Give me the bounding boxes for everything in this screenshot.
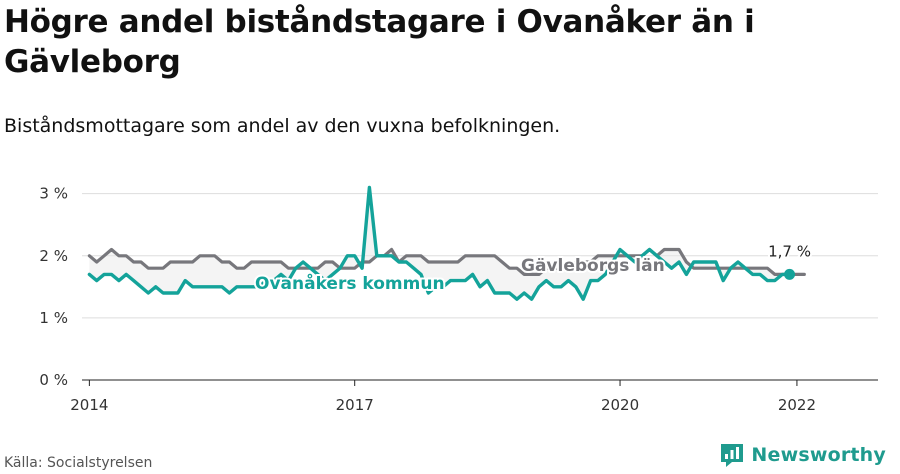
brand-name: Newsworthy: [751, 444, 886, 466]
series-label-gavleborg: Gävleborgs län: [521, 256, 665, 276]
y-tick-label: 1 %: [39, 309, 68, 327]
newsworthy-logo-icon: [721, 444, 744, 467]
series-label-ovanaker: Ovanåkers kommun: [255, 272, 445, 294]
x-tick-label: 2022: [778, 396, 816, 414]
series-line-gavleborg: [87, 247, 806, 276]
end-point-marker: [784, 268, 796, 280]
gap-fill-area: [89, 187, 790, 300]
x-tick-label: 2017: [336, 396, 374, 414]
x-tick-label: 2020: [601, 396, 639, 414]
page-subtitle: Biståndsmottagare som andel av den vuxna…: [4, 115, 561, 137]
source-note: Källa: Socialstyrelsen: [4, 455, 153, 471]
series-lines: [87, 185, 806, 301]
gap-fill: [89, 187, 790, 300]
x-ticks: 2014 2017 2020 2022: [70, 380, 816, 414]
y-tick-label: 2 %: [39, 247, 68, 265]
x-tick-label: 2014: [70, 396, 108, 414]
y-tick-label: 0 %: [39, 371, 68, 389]
series-labels: Ovanåkers kommun Gävleborgs län 1,7 %: [253, 240, 813, 296]
brand-logo: Newsworthy: [719, 442, 886, 468]
end-value-label: 1,7 %: [768, 242, 811, 260]
series-line-ovanaker: [87, 185, 792, 301]
y-tick-label: 3 %: [39, 185, 68, 203]
y-tick-labels: 0 % 1 % 2 % 3 %: [39, 185, 68, 389]
page-title: Högre andel biståndstagare i Ovanåker än…: [4, 4, 755, 80]
